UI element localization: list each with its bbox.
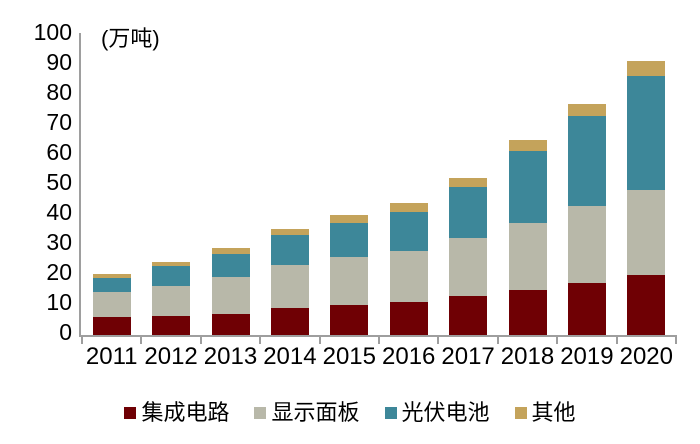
x-axis-tick-label: 2018	[500, 343, 555, 370]
x-axis-tick-mark	[259, 335, 262, 344]
bar-segment-display-panel	[567, 206, 606, 283]
bar-segment-pv-cell	[449, 186, 488, 238]
y-axis-line	[79, 33, 81, 337]
legend-swatch-icon	[124, 407, 137, 419]
bar-segment-display-panel	[449, 237, 488, 296]
x-axis-tick-label: 2017	[441, 343, 495, 370]
bar-segment-other	[330, 215, 369, 223]
x-axis-tick-label: 2014	[263, 343, 317, 370]
x-axis-tick-mark	[615, 335, 618, 344]
bar-segment-pv-cell	[627, 75, 666, 190]
x-axis-tick-mark	[496, 335, 499, 344]
bar-segment-pv-cell	[270, 234, 309, 265]
bar-segment-other	[567, 104, 606, 116]
x-axis-tick-label: 2011	[85, 343, 138, 370]
bar-segment-display-panel	[211, 276, 250, 314]
y-axis-tick-label: 50	[46, 169, 72, 195]
x-axis-tick-mark	[140, 335, 143, 344]
bar-segment-ic	[211, 314, 250, 335]
bar-segment-ic	[389, 302, 428, 335]
x-axis-tick-label: 2015	[322, 343, 376, 370]
y-axis-tick-label: 70	[46, 109, 72, 135]
y-axis-tick-label: 20	[46, 259, 72, 285]
x-axis-tick-label: 2016	[382, 343, 436, 370]
bar-segment-ic	[270, 308, 309, 335]
bar-segment-other	[211, 248, 250, 254]
bar-segment-pv-cell	[508, 150, 547, 223]
bar-segment-other	[270, 228, 309, 235]
legend-item-ic: 集成电路	[124, 401, 229, 425]
legend-swatch-icon	[254, 407, 267, 419]
y-axis-unit-label: (万吨)	[101, 26, 160, 51]
x-axis-tick-label: 2019	[560, 343, 614, 370]
legend-item-other: 其他	[514, 400, 576, 425]
legend-label: 其他	[531, 400, 576, 425]
y-axis-tick-label: 80	[46, 79, 72, 105]
legend-item-display-panel: 显示面板	[254, 400, 360, 425]
bar-segment-display-panel	[389, 251, 428, 302]
bar-segment-ic	[627, 275, 666, 335]
bar-segment-pv-cell	[211, 254, 250, 277]
y-axis-tick-label: 100	[33, 19, 72, 45]
x-axis-tick-mark	[675, 335, 677, 344]
chart-legend: 集成电路 显示面板 光伏电池 其他	[0, 401, 700, 425]
legend-label: 集成电路	[141, 400, 230, 425]
y-axis-tick-label: 0	[59, 319, 72, 345]
x-axis-tick-mark	[378, 335, 380, 344]
y-axis-tick-label: 60	[46, 139, 72, 165]
x-axis-tick-mark	[556, 335, 559, 344]
y-axis-tick-label: 90	[46, 49, 72, 75]
x-axis-tick-label: 2013	[203, 343, 258, 370]
y-axis-tick-label: 10	[46, 289, 72, 315]
x-axis-tick-label: 2012	[144, 343, 198, 370]
bar-segment-display-panel	[330, 257, 369, 305]
y-axis-tick-label: 30	[46, 229, 72, 255]
x-axis-tick-mark	[437, 335, 440, 344]
bar-segment-pv-cell	[389, 212, 428, 251]
bar-segment-ic	[449, 296, 488, 335]
x-axis-tick-label: 2020	[619, 343, 673, 370]
legend-item-pv-cell: 光伏电池	[384, 400, 490, 425]
bar-segment-display-panel	[508, 222, 547, 290]
bar-segment-other	[449, 177, 488, 187]
bar-segment-other	[508, 140, 547, 151]
bar-segment-display-panel	[152, 285, 191, 316]
bar-segment-other	[389, 203, 428, 212]
legend-label: 显示面板	[271, 400, 360, 425]
bar-segment-display-panel	[627, 189, 666, 275]
x-axis-tick-mark	[199, 335, 202, 344]
bar-segment-pv-cell	[330, 222, 369, 257]
bar-segment-pv-cell	[152, 266, 191, 286]
bar-segment-ic	[330, 305, 369, 335]
legend-swatch-icon	[514, 407, 527, 419]
x-axis-tick-mark	[81, 335, 83, 344]
bar-segment-pv-cell	[92, 278, 131, 292]
bar-segment-ic	[508, 290, 547, 335]
y-axis-tick-label: 40	[46, 199, 72, 225]
bar-segment-pv-cell	[567, 116, 606, 206]
bar-segment-ic	[152, 315, 191, 335]
legend-label: 光伏电池	[401, 400, 490, 425]
bar-segment-ic	[567, 282, 606, 335]
bar-segment-other	[92, 273, 131, 278]
bar-segment-other	[152, 261, 191, 266]
legend-swatch-icon	[384, 407, 397, 419]
bar-segment-display-panel	[92, 291, 131, 317]
bar-segment-display-panel	[270, 264, 309, 308]
bar-segment-other	[627, 60, 666, 76]
x-axis-tick-mark	[318, 335, 321, 344]
bar-segment-ic	[92, 317, 131, 335]
